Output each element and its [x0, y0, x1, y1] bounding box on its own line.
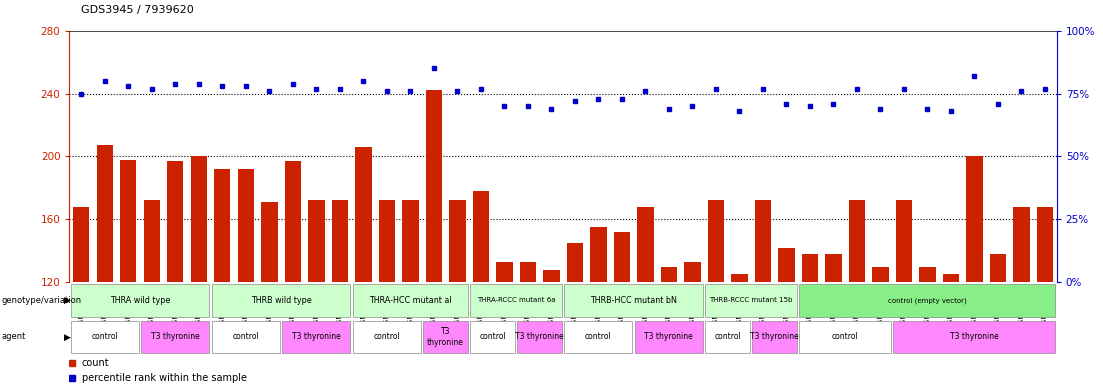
Bar	[449, 200, 465, 282]
Bar	[872, 266, 889, 282]
Bar	[825, 254, 842, 282]
Bar	[520, 262, 536, 282]
Bar	[71, 321, 139, 353]
Bar	[634, 321, 703, 353]
Bar	[141, 321, 210, 353]
Text: ▶: ▶	[64, 333, 71, 341]
Bar	[778, 248, 794, 282]
Bar	[120, 160, 137, 282]
Bar	[143, 200, 160, 282]
Bar	[989, 254, 1006, 282]
Bar	[496, 262, 513, 282]
Bar	[282, 321, 351, 353]
Text: genotype/variation: genotype/variation	[1, 296, 82, 305]
Bar	[752, 321, 797, 353]
Text: GDS3945 / 7939620: GDS3945 / 7939620	[81, 5, 193, 15]
Bar	[543, 270, 559, 282]
Bar	[517, 321, 561, 353]
Bar	[470, 284, 561, 317]
Bar	[97, 146, 113, 282]
Text: THRA-RCCC mutant 6a: THRA-RCCC mutant 6a	[476, 298, 555, 303]
Text: control: control	[92, 333, 118, 341]
Bar	[731, 275, 748, 282]
Bar	[565, 321, 632, 353]
Bar	[378, 200, 395, 282]
Text: control: control	[832, 333, 858, 341]
Bar	[684, 262, 700, 282]
Text: THRB-HCC mutant bN: THRB-HCC mutant bN	[590, 296, 677, 305]
Bar	[565, 284, 703, 317]
Bar	[167, 161, 183, 282]
Text: THRB-RCCC mutant 15b: THRB-RCCC mutant 15b	[709, 298, 793, 303]
Bar	[191, 157, 207, 282]
Bar	[1037, 207, 1053, 282]
Bar	[353, 321, 421, 353]
Bar	[893, 321, 1056, 353]
Bar	[708, 200, 724, 282]
Bar	[754, 200, 771, 282]
Bar	[237, 169, 254, 282]
Text: agent: agent	[1, 333, 25, 341]
Bar	[966, 157, 983, 282]
Bar	[285, 161, 301, 282]
Text: T3 thyronine: T3 thyronine	[151, 333, 200, 341]
Text: control: control	[374, 333, 400, 341]
Bar	[590, 227, 607, 282]
Bar	[800, 284, 1056, 317]
Text: control (empty vector): control (empty vector)	[888, 297, 966, 304]
Bar	[705, 284, 797, 317]
Bar	[567, 243, 583, 282]
Bar	[214, 169, 231, 282]
Bar	[943, 275, 960, 282]
Bar	[638, 207, 654, 282]
Text: control: control	[233, 333, 259, 341]
Text: ▶: ▶	[64, 296, 71, 305]
Text: percentile rank within the sample: percentile rank within the sample	[82, 372, 247, 383]
Bar	[919, 266, 935, 282]
Text: control: control	[585, 333, 612, 341]
Bar	[800, 321, 891, 353]
Bar	[470, 321, 515, 353]
Text: THRB wild type: THRB wild type	[250, 296, 311, 305]
Bar	[73, 207, 89, 282]
Bar	[308, 200, 324, 282]
Text: T3
thyronine: T3 thyronine	[427, 327, 464, 347]
Text: control: control	[715, 333, 741, 341]
Bar	[355, 147, 372, 282]
Bar	[332, 200, 349, 282]
Bar	[353, 284, 468, 317]
Text: T3 thyronine: T3 thyronine	[950, 333, 999, 341]
Text: T3 thyronine: T3 thyronine	[515, 333, 564, 341]
Bar	[212, 284, 351, 317]
Bar	[424, 321, 468, 353]
Bar	[403, 200, 418, 282]
Text: count: count	[82, 358, 109, 368]
Bar	[802, 254, 818, 282]
Bar	[472, 191, 489, 282]
Bar	[1014, 207, 1029, 282]
Bar	[71, 284, 210, 317]
Bar	[848, 200, 865, 282]
Bar	[705, 321, 750, 353]
Text: control: control	[479, 333, 506, 341]
Bar	[661, 266, 677, 282]
Bar	[212, 321, 280, 353]
Text: T3 thyronine: T3 thyronine	[750, 333, 799, 341]
Bar	[426, 91, 442, 282]
Text: THRA-HCC mutant al: THRA-HCC mutant al	[370, 296, 451, 305]
Text: THRA wild type: THRA wild type	[110, 296, 170, 305]
Bar	[261, 202, 278, 282]
Bar	[896, 200, 912, 282]
Text: T3 thyronine: T3 thyronine	[644, 333, 693, 341]
Text: T3 thyronine: T3 thyronine	[292, 333, 341, 341]
Bar	[613, 232, 630, 282]
